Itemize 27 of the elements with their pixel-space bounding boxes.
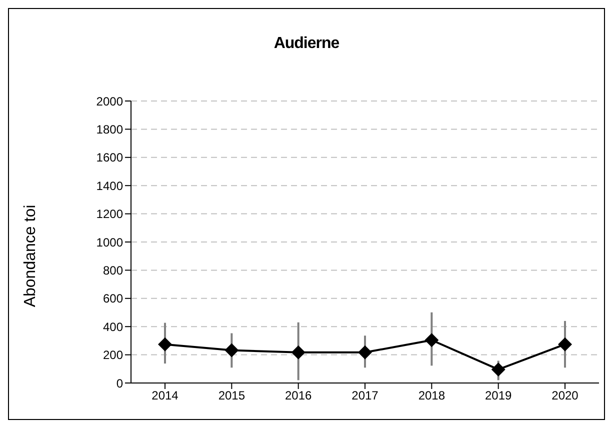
point: [224, 343, 239, 358]
y-tick-label: 1800: [96, 122, 124, 136]
x-tick-label: 2019: [484, 388, 512, 403]
x-tick-label: 2014: [152, 388, 179, 403]
x-tick-label: 2018: [418, 388, 446, 403]
point: [158, 337, 172, 352]
x-tick-label: 2015: [218, 388, 246, 403]
y-tick-label: 1400: [96, 178, 124, 193]
point: [491, 362, 506, 376]
y-tick-label: 800: [102, 263, 124, 278]
y-tick-label: 1000: [96, 235, 124, 250]
y-tick-label: 200: [102, 348, 124, 362]
y-tick-label: 1200: [96, 207, 124, 222]
x-tick-label: 2016: [284, 388, 312, 403]
point: [358, 345, 372, 360]
chart-title: Audierne: [272, 35, 340, 53]
point: [424, 333, 439, 348]
y-tick-label: 1600: [96, 150, 124, 165]
y-tick-label: 2000: [96, 94, 124, 108]
point: [291, 345, 306, 360]
y-tick-label: 0: [116, 376, 124, 390]
point: [558, 337, 572, 352]
y-tick-label: 600: [102, 292, 124, 306]
y-tick-label: 400: [102, 320, 124, 334]
x-tick-label: 2020: [552, 388, 579, 403]
x-tick-label: 2017: [352, 388, 379, 403]
y-axis-title: Abondance toi: [22, 204, 40, 308]
